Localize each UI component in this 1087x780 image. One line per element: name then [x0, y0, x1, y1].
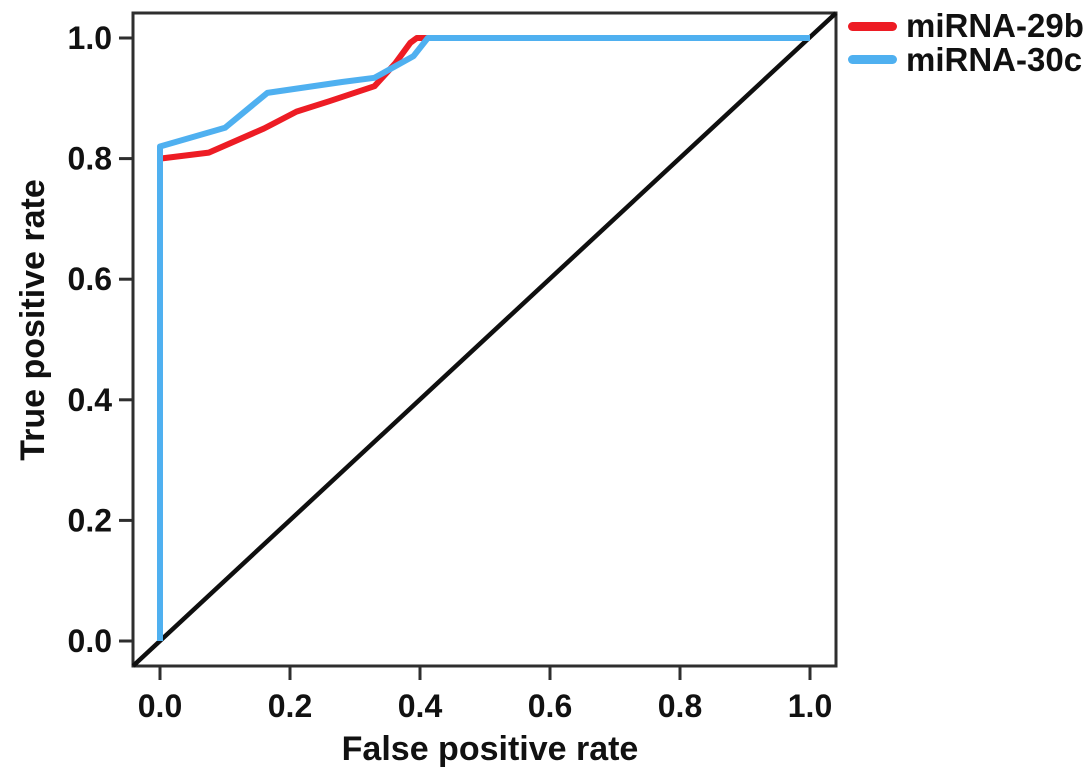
x-axis-title: False positive rate: [342, 730, 639, 768]
y-tick-label: 0.8: [68, 141, 112, 177]
y-axis-ticks-group: 0.0 0.2 0.4 0.6 0.8 1.0: [68, 20, 133, 659]
x-axis-ticks-group: 0.0 0.2 0.4 0.6 0.8 1.0: [138, 666, 832, 724]
y-tick-label: 0.2: [68, 502, 112, 538]
y-tick-label: 0.6: [68, 261, 112, 297]
x-tick-label: 0.8: [658, 688, 702, 724]
legend-label-mirna-29b: miRNA-29b: [906, 7, 1084, 44]
y-tick-label: 0.0: [68, 623, 112, 659]
y-axis-title: True positive rate: [14, 179, 52, 461]
legend-label-mirna-30c: miRNA-30c: [906, 41, 1082, 78]
y-tick-label: 1.0: [68, 20, 112, 56]
legend-swatch-mirna-30c: [848, 55, 897, 64]
reference-diagonal-line: [131, 11, 838, 668]
roc-curves-group: [157, 35, 810, 641]
roc-curve-mirna-30c: [157, 35, 810, 641]
roc-curve-mirna-29b: [157, 35, 810, 641]
x-tick-label: 1.0: [788, 688, 832, 724]
x-tick-label: 0.4: [398, 688, 443, 724]
x-tick-label: 0.6: [528, 688, 572, 724]
x-tick-label: 0.2: [268, 688, 312, 724]
x-tick-label: 0.0: [138, 688, 182, 724]
y-tick-label: 0.4: [68, 382, 113, 418]
legend: miRNA-29b miRNA-30c: [848, 7, 1084, 78]
legend-swatch-mirna-29b: [848, 22, 897, 31]
